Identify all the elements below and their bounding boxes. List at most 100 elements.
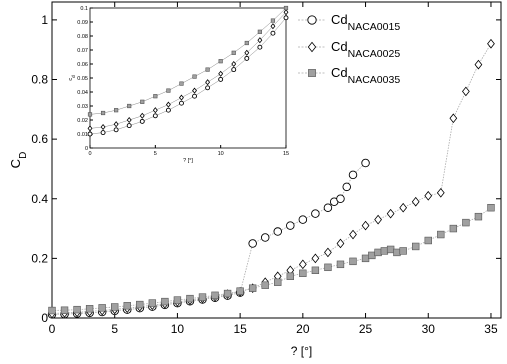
data-point (474, 59, 483, 70)
inset-data-point (244, 55, 250, 61)
legend-label: CdNACA0015 (331, 12, 400, 33)
inset-data-point (205, 79, 211, 86)
x-tick-label: 0 (49, 322, 56, 336)
inset-data-point (139, 112, 145, 119)
data-point (487, 203, 495, 212)
inset-data-point (283, 5, 289, 11)
data-point (323, 203, 333, 212)
data-point (411, 196, 420, 207)
inset-y-tick-label: 0.04 (77, 90, 88, 96)
data-point (437, 230, 445, 239)
inset-data-point (192, 74, 197, 79)
inset-data-point (257, 44, 263, 50)
inset-x-tick-label: 5 (154, 151, 157, 157)
legend-label: CdNACA0025 (331, 39, 400, 60)
inset-data-point (153, 94, 158, 99)
data-point (399, 202, 408, 213)
inset-series-line (89, 7, 287, 115)
inset-y-tick-label: 0.02 (77, 118, 88, 124)
data-point (487, 38, 495, 49)
inset-data-point (126, 116, 132, 124)
inset-y-tick-label: 0 (85, 146, 88, 152)
inset-data-point (244, 40, 249, 46)
data-point (311, 209, 320, 218)
inset-data-point (218, 76, 224, 82)
data-point (98, 304, 106, 312)
data-point (349, 257, 357, 266)
data-point (211, 291, 219, 300)
inset-series-square (87, 5, 289, 117)
data-point (412, 242, 420, 251)
inset-x-axis-title: ? [°] (183, 158, 193, 164)
inset-series-line (89, 12, 287, 129)
inset-data-point (283, 15, 289, 21)
inset-data-point (179, 81, 184, 86)
y-tick-label: 0 (41, 311, 48, 325)
data-point (186, 294, 194, 303)
data-point (474, 212, 483, 221)
x-tick-label: 15 (233, 322, 247, 336)
data-point (273, 227, 283, 236)
data-point (393, 248, 401, 257)
data-point (274, 278, 282, 286)
inset-y-axis-title: cd (68, 75, 76, 81)
data-point (60, 306, 69, 314)
inset-data-point (100, 110, 106, 116)
y-tick-label: 0.4 (31, 192, 48, 206)
data-point (449, 224, 458, 233)
data-point (286, 221, 295, 230)
inset-data-point (140, 99, 145, 104)
series-NACA0035 (48, 203, 495, 315)
data-point (342, 182, 351, 192)
inset-data-point (218, 70, 224, 77)
data-point (336, 238, 345, 249)
legend-marker (307, 15, 317, 25)
data-point (424, 236, 432, 245)
inset-y-tick-label: 0.05 (77, 76, 88, 82)
data-point (223, 289, 232, 298)
data-point (462, 86, 470, 97)
x-tick-label: 30 (422, 322, 436, 336)
inset-data-point (270, 30, 276, 36)
data-point (449, 113, 458, 124)
inset-data-point (165, 101, 171, 108)
series-line-NACA0015 (51, 162, 366, 315)
legend-label: CdNACA0035 (331, 65, 400, 86)
inset-data-point (179, 100, 184, 106)
inset-data-point (100, 123, 106, 131)
inset-data-point (205, 85, 211, 91)
data-point (248, 284, 257, 292)
data-point (236, 287, 244, 295)
y-tick-label: 1 (41, 13, 48, 27)
inset-data-point (192, 87, 197, 94)
data-point (73, 305, 81, 314)
inset-y-tick-label: 0.09 (77, 20, 88, 26)
inset-data-point (87, 112, 93, 117)
inset-data-point (152, 107, 158, 114)
inset-data-point (127, 103, 132, 109)
data-point (311, 266, 320, 275)
data-point (349, 229, 357, 240)
data-point (286, 272, 294, 280)
x-axis-title: ? [°] (291, 344, 312, 358)
y-axis-title: CD (8, 152, 29, 169)
inset-data-point (218, 59, 223, 64)
data-point (299, 269, 307, 277)
data-point (399, 247, 407, 255)
data-point (436, 187, 445, 198)
data-point (85, 305, 94, 313)
inset-x-tick-label: 0 (88, 151, 91, 157)
x-tick-label: 10 (171, 322, 185, 336)
inset-data-point (231, 60, 237, 68)
inset-x-tick-label: 15 (283, 151, 289, 157)
data-point (380, 247, 389, 255)
inset-data-point (231, 67, 237, 73)
inset-data-point (205, 67, 210, 72)
inset-data-point (244, 49, 250, 56)
legend-marker (307, 41, 317, 53)
y-tick-label: 0.8 (31, 73, 48, 87)
data-point (348, 170, 358, 180)
data-point (386, 245, 395, 254)
